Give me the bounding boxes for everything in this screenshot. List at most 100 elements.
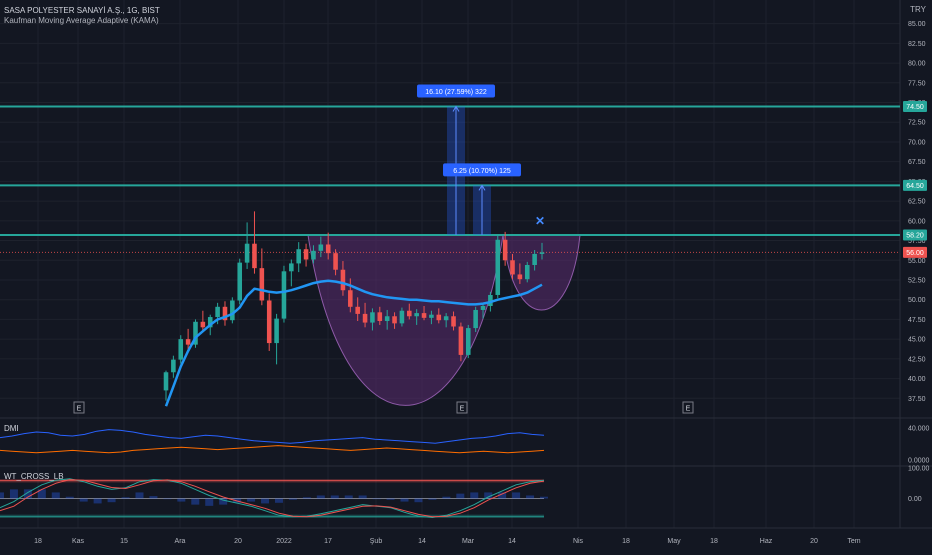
price-tick-9: 62.50 [908,199,926,206]
earnings-marker-box-1 [456,401,468,414]
wt-hist-7 [93,498,102,504]
wt-hist-21 [288,498,297,500]
candle-body-13 [259,268,265,301]
wt-overbought-band [0,480,544,483]
wt-hist-19 [261,498,270,504]
wt-hist-15 [205,498,214,506]
time-tick-10: 14 [508,538,516,545]
measure-tools[interactable]: 16.10 (27.59%) 322 6.25 (10.70%) 125 [417,84,521,236]
handle-arc [502,234,581,311]
candle-body-22 [325,244,331,254]
wt-hist-36 [498,492,507,499]
candle-body-1 [171,359,176,373]
candle-body-6 [207,317,213,328]
price-tick-13: 52.50 [908,277,926,284]
price-tick-6: 70.00 [908,139,926,146]
wt-hist-1 [9,489,18,499]
candle-body-49 [524,264,530,280]
wt-hist-23 [316,495,325,499]
candle-body-41 [465,328,471,355]
wt-hist-22 [302,497,311,499]
price-tick-17: 42.50 [908,356,926,363]
wt-hist-10 [135,492,144,499]
wt-hist-28 [386,498,395,500]
dmi-tick-1: 0.0000 [908,458,930,465]
candle-body-36 [429,314,434,318]
cross-marker-icon[interactable]: ✕ [535,214,545,228]
wt-hist-29 [400,498,409,502]
earnings-marker-2: E [686,406,691,413]
time-tick-5: 2022 [276,538,292,545]
time-tick-13: May [667,538,681,545]
candle-body-4 [193,321,198,345]
price-tick-18: 40.00 [908,376,926,383]
wt-hist-2 [23,489,32,499]
price-badge-box-2 [903,229,927,241]
wt-hist-20 [274,498,283,503]
time-tick-3: Ara [175,538,186,545]
time-tick-17: Tem [847,538,860,545]
candle-body-19 [303,249,309,260]
wt-hist-0 [0,492,4,499]
price-tick-3: 77.50 [908,80,926,87]
measure-arrowhead-0 [452,105,460,112]
wt-hist-25 [344,495,353,499]
price-badge-box-0 [903,100,927,112]
candle-body-29 [377,312,383,321]
candle-body-15 [274,318,279,344]
wt-tick-1: 0.00 [908,496,922,503]
price-tick-11: 57.50 [908,238,926,245]
price-badge-3: 56.00 [906,250,924,257]
time-tick-15: Haz [760,538,773,545]
candle-body-34 [414,313,419,317]
candle-body-26 [355,306,360,314]
candle-body-24 [340,269,346,291]
dmi-tick-0: 40.000 [908,426,930,433]
candle-body-8 [222,306,228,321]
price-axis[interactable]: 85.0082.5080.0077.5075.0072.5070.0067.50… [903,21,927,403]
wt-cross-title: WT_CROSS_LB [4,472,64,481]
candle-body-17 [289,263,294,272]
candle-body-25 [348,290,353,307]
wt-hist-13 [177,498,186,502]
wt-cross-pane: 100.00 0.00 [0,466,930,519]
indicator-title: Kaufman Moving Average Adaptive (KAMA) [4,16,159,25]
wt-hist-35 [484,492,493,499]
candle-body-27 [362,313,368,323]
candle-body-28 [370,312,375,323]
candle-body-9 [230,300,235,321]
candle-body-18 [296,249,301,264]
time-tick-14: 18 [710,538,718,545]
candle-body-20 [311,250,316,260]
wt-hist-24 [330,495,339,499]
candle-body-35 [421,313,427,318]
horizontal-levels[interactable] [0,105,900,253]
cup-shape: ✕ [307,214,581,406]
dmi-plus-line [0,429,545,444]
candle-body-37 [436,314,442,321]
price-tick-14: 50.00 [908,297,926,304]
wt-hist-34 [470,492,479,499]
time-tick-2: 15 [120,538,128,545]
earnings-marker-1: E [460,406,465,413]
measure-label-0: 16.10 (27.59%) 322 [425,89,487,96]
candle-body-10 [237,262,243,301]
candle-body-39 [451,316,456,327]
wt-hist-38 [526,495,535,499]
currency-label: TRY [910,5,926,14]
price-badge-1: 64.50 [906,183,924,190]
candle-body-43 [480,306,486,310]
time-tick-6: 17 [324,538,332,545]
wt-hist-4 [51,492,60,499]
candle-body-31 [392,316,397,324]
wt1-line [0,478,545,519]
time-tick-9: Mar [462,538,475,545]
candle-body-40 [458,326,464,355]
candle-body-48 [517,274,523,280]
time-axis[interactable]: 18 Kas 15 Ara 20 2022 17 Şub 14 Mar 14 Nis 18 May 18 Ha… [34,538,861,545]
earnings-marker-box-2 [682,401,694,414]
wt-hist-8 [107,498,116,503]
